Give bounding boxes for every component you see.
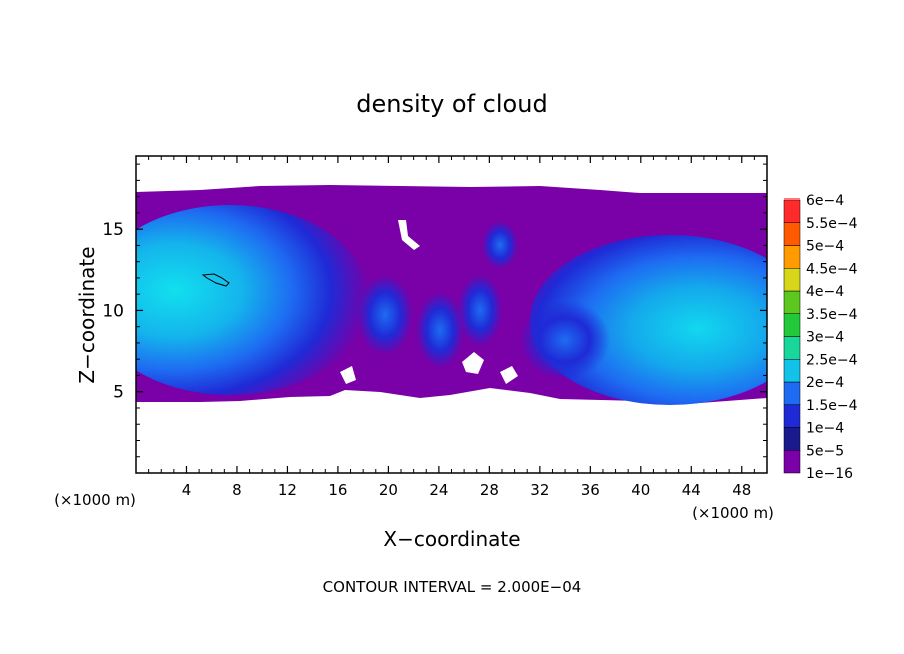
- colorbar-swatch: [784, 198, 800, 200]
- colorbar-label: 2e−4: [806, 375, 844, 391]
- x-tick-label: 44: [682, 481, 701, 499]
- colorbar-label: 3.5e−4: [806, 307, 858, 323]
- colorbar-swatch: [783, 404, 801, 428]
- clear-air-gap: [340, 366, 356, 384]
- colorbar-label: 1.5e−4: [806, 398, 858, 414]
- chart-title: density of cloud: [356, 90, 547, 118]
- colorbar-swatch: [783, 313, 801, 337]
- x-tick-label: 36: [581, 481, 600, 499]
- colorbar-label: 2.5e−4: [806, 352, 858, 368]
- cloud-density-field: [136, 185, 767, 405]
- cloud-plume: [520, 300, 610, 380]
- y-tick-label: 5: [113, 383, 124, 403]
- x-tick-label: 40: [631, 481, 650, 499]
- colorbar-swatch: [783, 450, 801, 474]
- colorbar-swatch: [783, 336, 801, 360]
- cloud-plume: [357, 275, 413, 355]
- colorbar-label: 1e−16: [806, 466, 853, 482]
- cloud-plume: [458, 274, 502, 346]
- colorbar-swatch: [783, 381, 801, 405]
- colorbar-swatch: [783, 199, 801, 223]
- x-tick-label: 8: [232, 481, 242, 499]
- x-tick-label: 4: [182, 481, 192, 499]
- clear-air-gap: [398, 220, 420, 250]
- x-tick-label: 16: [328, 481, 347, 499]
- x-axis: 4 8 12 16 20 24 28 32 36 40 44 48: [148, 156, 755, 499]
- x-tick-label: 12: [278, 481, 297, 499]
- colorbar-swatch: [783, 268, 801, 292]
- x-axis-unit-left: (×1000 m): [54, 491, 136, 509]
- colorbar-swatch: [783, 290, 801, 314]
- colorbar-label: 5e−4: [806, 239, 844, 255]
- colorbar-label: 5.5e−4: [806, 216, 858, 232]
- colorbar-label: 3e−4: [806, 330, 844, 346]
- colorbar-label: 4.5e−4: [806, 261, 858, 277]
- x-tick-label: 24: [429, 481, 448, 499]
- colorbar-swatch: [783, 245, 801, 269]
- x-axis-unit-right: (×1000 m): [692, 504, 774, 522]
- colorbar-swatch: [783, 427, 801, 451]
- y-tick-label: 15: [102, 220, 124, 240]
- x-tick-label: 20: [379, 481, 398, 499]
- y-tick-label: 10: [102, 301, 124, 321]
- x-axis-title: X−coordinate: [383, 527, 520, 551]
- colorbar-label: 1e−4: [806, 421, 844, 437]
- cloud-core-left: [136, 205, 370, 395]
- contour-line: [201, 273, 230, 287]
- x-tick-label: 28: [480, 481, 499, 499]
- colorbar-swatch: [783, 359, 801, 383]
- contour-interval-note: CONTOUR INTERVAL = 2.000E−04: [323, 578, 582, 596]
- colorbar: 1e−16 5e−5 1e−4 1.5e−4 2e−4 2.5e−4 3e−4 3.5e−4 4…: [783, 193, 858, 482]
- cloud-plume: [482, 221, 518, 269]
- y-axis-title: Z−coordinate: [75, 246, 99, 383]
- clear-air-gap: [500, 366, 518, 384]
- colorbar-label: 5e−5: [806, 443, 844, 459]
- colorbar-label: 6e−4: [806, 193, 844, 209]
- cloud-plume: [416, 292, 464, 368]
- colorbar-swatch: [783, 222, 801, 246]
- colorbar-label: 4e−4: [806, 284, 844, 300]
- x-tick-label: 48: [732, 481, 751, 499]
- y-axis: 5 10 15: [102, 163, 767, 458]
- x-tick-label: 32: [530, 481, 549, 499]
- clear-air-gap: [462, 352, 484, 374]
